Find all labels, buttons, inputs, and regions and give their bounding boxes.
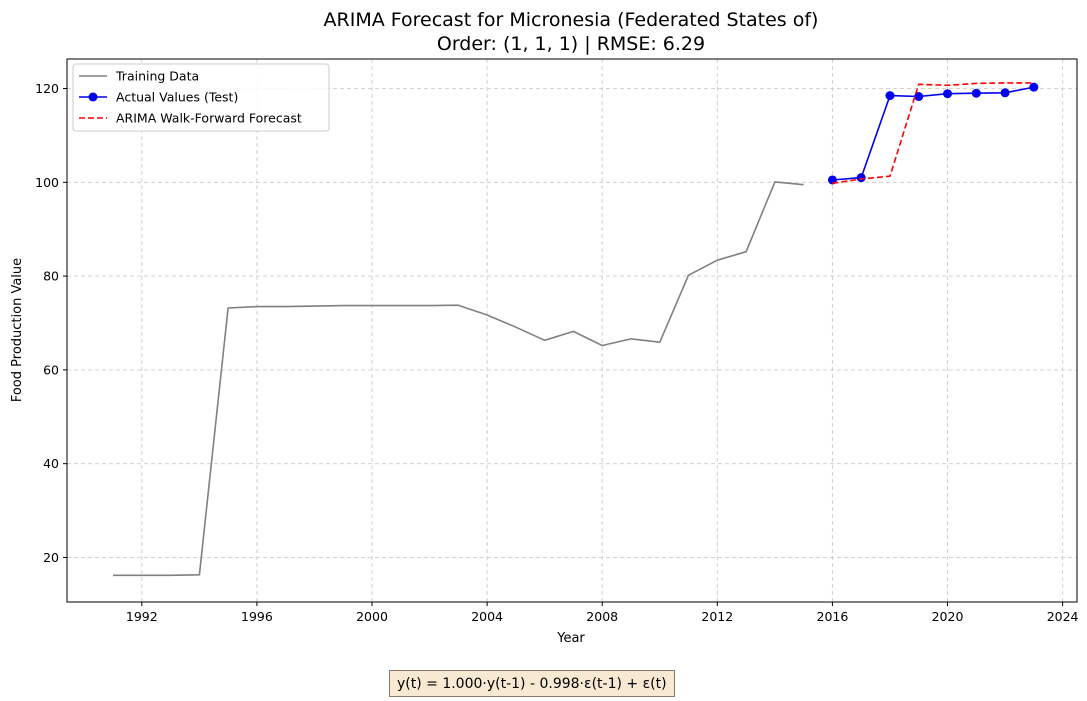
legend: Training Data Actual Values (Test) ARIMA W… — [72, 63, 330, 132]
chart: ARIMA Forecast for Micronesia (Federated… — [10, 9, 1079, 646]
x-tick-label-5: 2012 — [701, 609, 733, 624]
axis-ticks: 1992 1996 2000 2004 2008 2012 2016 2020 2024 20 40… — [35, 81, 1078, 624]
y-tick-label-1: 40 — [43, 456, 59, 471]
series-line-1 — [832, 86, 1034, 181]
series-1-point-3 — [914, 92, 924, 102]
legend-marker-1 — [88, 92, 98, 102]
y-axis-label: Food Production Value — [10, 258, 25, 402]
legend-label-0: Training Data — [115, 69, 199, 84]
y-tick-label-2: 60 — [43, 362, 59, 377]
y-tick-label-0: 20 — [43, 550, 59, 565]
series-1-point-7 — [1029, 82, 1039, 92]
legend-label-2: ARIMA Walk-Forward Forecast — [116, 111, 302, 126]
x-axis-label: Year — [556, 631, 585, 646]
x-tick-label-2: 2000 — [356, 609, 388, 624]
series-line-2 — [832, 82, 1034, 185]
chart-subtitle: Order: (1, 1, 1) | RMSE: 6.29 — [437, 33, 705, 55]
x-tick-label-3: 2004 — [471, 609, 503, 624]
legend-box — [72, 63, 330, 132]
x-tick-label-8: 2024 — [1047, 609, 1079, 624]
series-line-0 — [113, 181, 804, 577]
series-layer — [113, 82, 1039, 577]
plot-frame — [66, 58, 1078, 603]
y-tick-label-3: 80 — [43, 269, 59, 284]
model-formula: y(t) = 1.000·y(t-1) - 0.998·ε(t-1) + ε(t… — [389, 670, 675, 697]
x-tick-label-1: 1996 — [241, 609, 273, 624]
series-1-point-1 — [856, 173, 866, 183]
series-1-point-2 — [885, 91, 895, 101]
x-tick-label-0: 1992 — [126, 609, 158, 624]
series-1-point-6 — [1000, 88, 1010, 98]
x-tick-label-6: 2016 — [817, 609, 849, 624]
series-1-point-5 — [971, 88, 981, 98]
legend-label-1: Actual Values (Test) — [116, 90, 238, 105]
grid — [67, 59, 1077, 602]
series-1-point-4 — [943, 89, 953, 99]
y-tick-label-4: 100 — [35, 175, 59, 190]
chart-title: ARIMA Forecast for Micronesia (Federated… — [324, 9, 819, 31]
x-tick-label-7: 2020 — [932, 609, 964, 624]
x-tick-label-4: 2008 — [586, 609, 618, 624]
y-tick-label-5: 120 — [35, 81, 59, 96]
